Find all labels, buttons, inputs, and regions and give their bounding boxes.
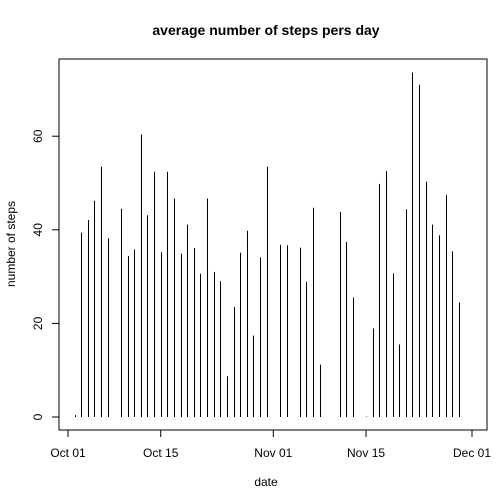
x-axis: Oct 01 Oct 15 Nov 01 Nov 15 Dec 01 <box>50 429 491 460</box>
y-tick-label: 20 <box>31 316 45 330</box>
bars-group <box>75 72 460 417</box>
y-tick-label: 60 <box>31 129 45 143</box>
x-tick-label: Oct 15 <box>143 446 179 460</box>
plot-frame <box>58 58 488 431</box>
x-tick-label: Oct 01 <box>50 446 86 460</box>
x-tick-label: Nov 01 <box>254 446 292 460</box>
x-tick-label: Dec 01 <box>453 446 491 460</box>
y-tick-label: 0 <box>31 413 45 420</box>
y-axis: 0 20 40 60 <box>31 129 60 420</box>
y-axis-label: number of steps <box>4 201 18 287</box>
y-tick-label: 40 <box>31 223 45 237</box>
x-axis-label: date <box>254 475 278 489</box>
x-tick-label: Nov 15 <box>347 446 385 460</box>
chart-title: average number of steps pers day <box>152 22 379 38</box>
